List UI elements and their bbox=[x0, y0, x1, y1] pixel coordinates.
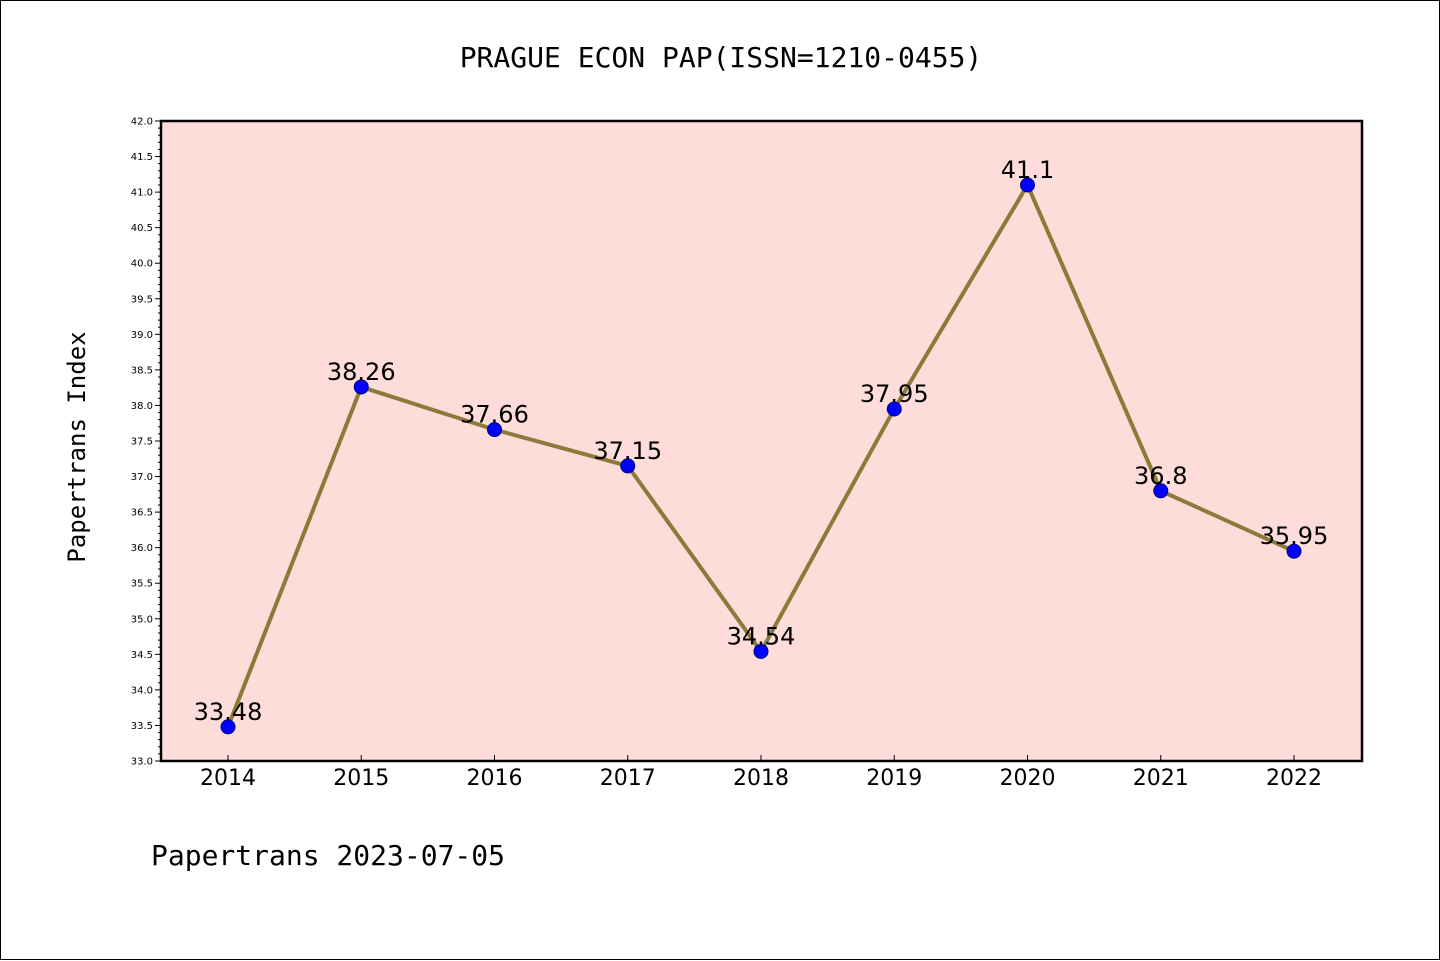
footer-text: Papertrans 2023-07-05 bbox=[151, 839, 505, 872]
data-point bbox=[1153, 483, 1169, 499]
data-point bbox=[220, 719, 236, 735]
series-layer: 33.48 38.26 37.66 37.15 34.54 37.95 41.1 36.8 35… bbox=[194, 156, 1329, 735]
data-point bbox=[620, 458, 636, 474]
data-point bbox=[1020, 177, 1035, 193]
x-tick-label: 2016 bbox=[467, 766, 523, 791]
y-tick-label: 42.0 bbox=[131, 117, 153, 128]
y-tick-label: 40.0 bbox=[131, 259, 153, 270]
y-tick-label: 39.0 bbox=[131, 330, 153, 341]
x-tick-label: 2017 bbox=[600, 766, 656, 791]
y-tick-label: 34.5 bbox=[131, 650, 153, 661]
data-label: 38.26 bbox=[327, 358, 396, 386]
y-tick-label: 34.0 bbox=[131, 685, 153, 696]
y-tick-label: 33.5 bbox=[131, 721, 153, 732]
data-label: 36.8 bbox=[1134, 462, 1187, 490]
y-tick-label: 33.0 bbox=[131, 757, 153, 768]
data-label: 37.15 bbox=[593, 437, 662, 465]
x-tick-label: 2015 bbox=[333, 766, 389, 791]
x-tick-label: 2019 bbox=[866, 766, 922, 791]
x-tick-label: 2014 bbox=[200, 766, 256, 791]
data-label: 37.66 bbox=[460, 401, 529, 429]
data-label: 33.48 bbox=[194, 698, 263, 726]
data-point bbox=[353, 379, 369, 395]
y-tick-label: 41.5 bbox=[131, 152, 153, 163]
x-tick-label: 2021 bbox=[1133, 766, 1189, 791]
y-tick-label: 41.0 bbox=[131, 188, 153, 199]
data-label: 41.1 bbox=[1001, 156, 1054, 184]
y-tick-label: 38.0 bbox=[131, 401, 153, 412]
data-point bbox=[1286, 543, 1302, 559]
y-axis: 33.0 33.5 34.0 34.5 35.0 35.5 36.0 36.5 37.0 37.5… bbox=[131, 117, 161, 768]
y-tick-label: 38.5 bbox=[131, 365, 153, 376]
y-tick-label: 39.5 bbox=[131, 294, 153, 305]
x-tick-label: 2022 bbox=[1266, 766, 1322, 791]
y-axis-label: Papertrans Index bbox=[63, 331, 91, 562]
y-tick-label: 36.0 bbox=[131, 543, 153, 554]
data-label: 37.95 bbox=[860, 380, 929, 408]
y-tick-label: 37.0 bbox=[131, 472, 153, 483]
data-label: 34.54 bbox=[727, 622, 796, 650]
data-point bbox=[886, 401, 902, 417]
y-tick-label: 40.5 bbox=[131, 223, 153, 234]
data-point bbox=[753, 643, 769, 659]
y-tick-label: 37.5 bbox=[131, 437, 153, 448]
data-point bbox=[487, 422, 502, 438]
x-axis: 2014 2015 2016 2017 2018 2019 2020 2021 2022 bbox=[200, 755, 1322, 791]
x-tick-label: 2018 bbox=[733, 766, 789, 791]
x-tick-label: 2020 bbox=[1000, 766, 1056, 791]
chart-title: PRAGUE ECON PAP(ISSN=1210-0455) bbox=[460, 41, 983, 74]
y-tick-label: 35.5 bbox=[131, 579, 153, 590]
data-label: 35.95 bbox=[1260, 522, 1329, 550]
y-tick-label: 35.0 bbox=[131, 614, 153, 625]
y-tick-label: 36.5 bbox=[131, 508, 153, 519]
